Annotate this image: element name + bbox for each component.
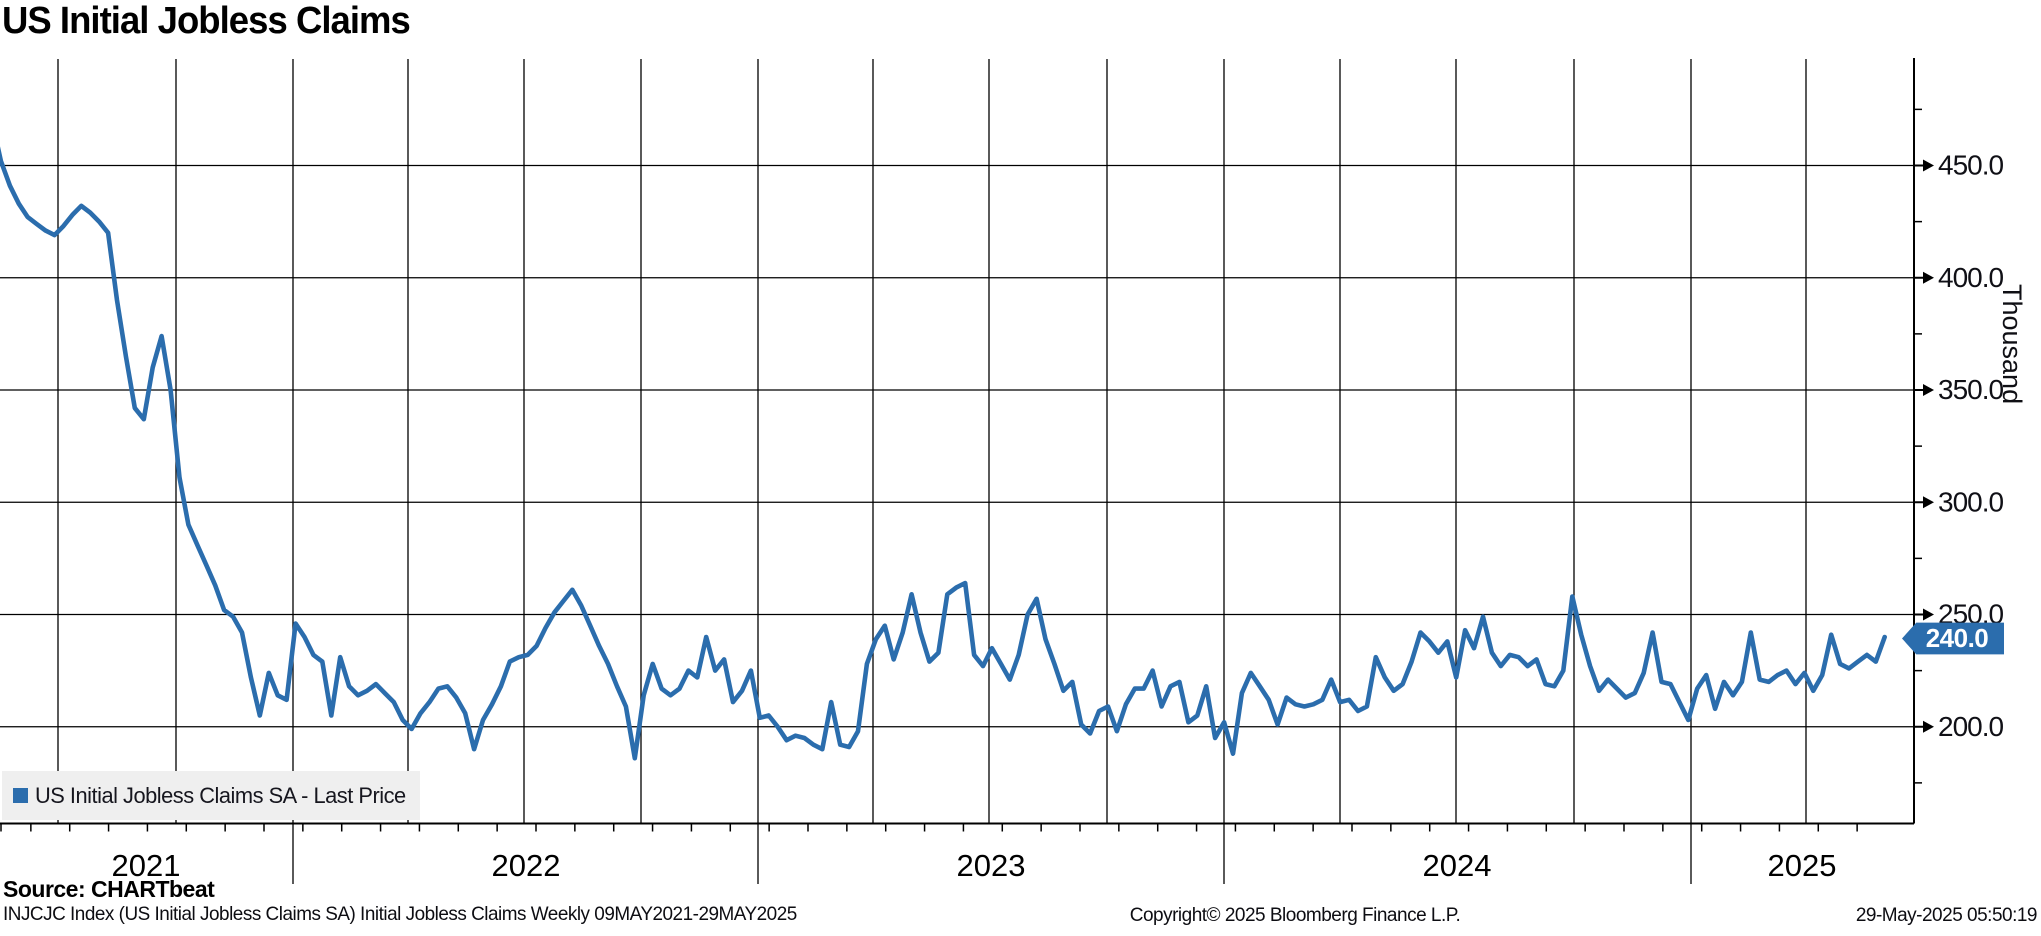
y-tick-arrow-icon (1923, 496, 1934, 509)
y-tick-arrow-icon (1923, 159, 1934, 172)
x-year-label: 2021 (112, 848, 181, 883)
x-year-label: 2022 (492, 848, 561, 883)
x-year-label: 2024 (1423, 848, 1492, 883)
y-tick-label: 400.0 (1938, 262, 2003, 293)
last-price-value: 240.0 (1925, 623, 1989, 653)
x-year-label: 2025 (1768, 848, 1837, 883)
security-description: INJCJC Index (US Initial Jobless Claims … (3, 903, 797, 925)
y-tick-arrow-icon (1923, 271, 1934, 284)
y-tick-arrow-icon (1923, 608, 1934, 621)
legend[interactable]: US Initial Jobless Claims SA - Last Pric… (2, 771, 420, 820)
chart-title: US Initial Jobless Claims (2, 0, 411, 42)
y-tick-label: 200.0 (1938, 711, 2003, 742)
last-price-badge[interactable]: 240.0 (1902, 622, 2004, 655)
legend-label: US Initial Jobless Claims SA - Last Pric… (35, 782, 406, 808)
jobless-claims-line (0, 146, 1887, 761)
legend-swatch-icon (13, 788, 28, 803)
timestamp-text: 29-May-2025 05:50:19 (1855, 905, 2038, 926)
y-tick-arrow-icon (1923, 720, 1934, 733)
y-tick-label: 450.0 (1938, 150, 2003, 181)
y-axis-unit-label: Thousand (1997, 284, 2027, 405)
y-tick-label: 350.0 (1938, 374, 2003, 405)
source-text: Source: CHARTbeat (3, 876, 215, 902)
x-year-label: 2023 (957, 848, 1026, 883)
copyright-text: Copyright© 2025 Bloomberg Finance L.P. (1129, 905, 1461, 926)
y-tick-arrow-icon (1923, 384, 1934, 396)
y-tick-label: 300.0 (1938, 486, 2003, 517)
